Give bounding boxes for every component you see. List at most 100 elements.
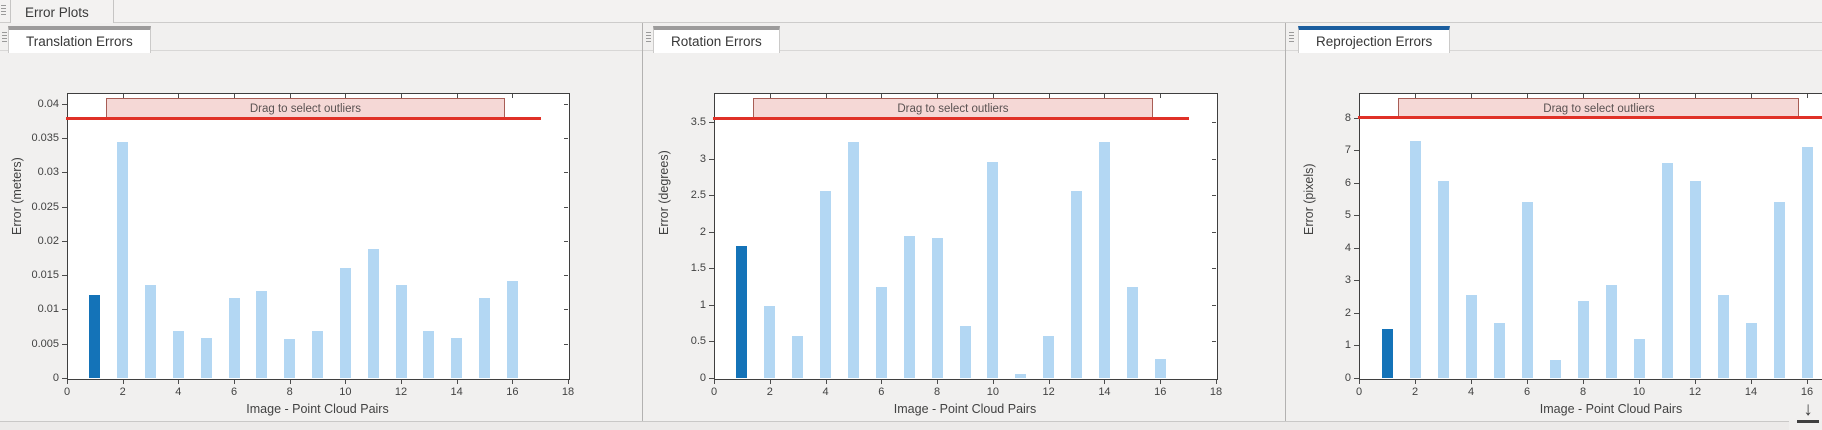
x-axis-tick-top [1527, 94, 1528, 98]
x-axis-label: Image - Point Cloud Pairs [246, 402, 389, 416]
x-tick-label: 2 [119, 386, 126, 398]
x-tick-label: 8 [1579, 386, 1587, 398]
error-bar[interactable] [451, 337, 463, 378]
tab-translation-errors[interactable]: Translation Errors [8, 26, 151, 53]
error-bar[interactable] [959, 326, 971, 378]
rotation-errors-figure: Drag to select outliers 0 2 4 6 8 10 12 14 16 18 0 0… [643, 52, 1285, 421]
error-bar[interactable] [1015, 373, 1027, 378]
y-axis-tick [1354, 345, 1359, 347]
error-bar[interactable] [1521, 202, 1533, 378]
error-bar[interactable] [1577, 300, 1589, 378]
error-bar[interactable] [1098, 141, 1110, 378]
error-bar[interactable] [506, 281, 518, 378]
error-bar[interactable] [1154, 359, 1166, 378]
tab-rotation-errors-label: Rotation Errors [671, 34, 762, 49]
error-bar[interactable] [256, 290, 268, 378]
x-axis-tick-top [289, 94, 291, 98]
y-axis-tick-right [1212, 122, 1216, 124]
x-tick-label: 6 [1523, 386, 1531, 398]
x-axis-tick-top [456, 94, 458, 98]
x-tick-label: 12 [394, 386, 408, 398]
drag-grip-icon[interactable] [1, 5, 6, 16]
error-bar-selected[interactable] [736, 246, 748, 378]
tab-reprojection-errors[interactable]: Reprojection Errors [1298, 26, 1451, 53]
threshold-line[interactable] [713, 116, 1189, 120]
error-bar[interactable] [820, 190, 832, 378]
y-tick-label: 1.5 [690, 262, 706, 275]
outlier-band[interactable]: Drag to select outliers [753, 98, 1153, 120]
threshold-line[interactable] [1358, 116, 1822, 120]
x-axis-tick-top [1471, 94, 1472, 98]
x-tick-label: 18 [561, 386, 575, 398]
error-bar[interactable] [931, 237, 943, 378]
error-bar[interactable] [1409, 140, 1421, 378]
error-bar-selected[interactable] [89, 295, 101, 378]
y-axis-tick [1354, 215, 1359, 217]
dock-figure-icon[interactable]: ↓ [1797, 397, 1819, 423]
error-bar[interactable] [312, 330, 323, 378]
error-bar[interactable] [792, 336, 804, 378]
error-bar[interactable] [1633, 338, 1645, 378]
error-bar[interactable] [1043, 336, 1055, 378]
error-bar[interactable] [903, 235, 915, 378]
x-tick-label: 4 [175, 386, 182, 398]
error-bar[interactable] [1605, 284, 1617, 378]
error-bar[interactable] [1493, 322, 1505, 378]
error-bar[interactable] [1465, 295, 1477, 378]
x-axis-tick [937, 380, 939, 384]
x-tick-label: 4 [1467, 386, 1475, 398]
y-axis-tick-right [1212, 231, 1216, 233]
y-axis-tick [709, 158, 714, 160]
y-axis-tick [62, 172, 67, 174]
plot-area[interactable] [1359, 93, 1822, 380]
error-bar[interactable] [367, 248, 379, 378]
error-bar[interactable] [339, 267, 351, 378]
error-bar[interactable] [172, 331, 184, 378]
x-axis-tick-top [234, 94, 235, 98]
error-bar[interactable] [1773, 202, 1785, 378]
y-axis-tick [1354, 378, 1359, 379]
error-bar[interactable] [847, 141, 859, 378]
error-bar[interactable] [479, 297, 490, 378]
error-bar[interactable] [1661, 162, 1673, 378]
threshold-line[interactable] [66, 116, 541, 120]
x-tick-label: 14 [1098, 386, 1111, 398]
x-axis-tick [568, 380, 569, 384]
error-bar[interactable] [200, 337, 212, 378]
y-tick-label: 3 [699, 152, 706, 165]
x-axis-tick [1471, 380, 1472, 384]
error-bar[interactable] [284, 338, 296, 378]
x-tick-label: 16 [506, 386, 519, 398]
x-axis-tick [1160, 380, 1162, 384]
x-tick-label: 12 [1688, 386, 1702, 398]
error-bar[interactable] [1745, 322, 1757, 378]
error-bar[interactable] [1717, 295, 1729, 378]
x-axis-tick [1048, 380, 1050, 384]
y-tick-label: 0.025 [31, 200, 59, 213]
error-bar[interactable] [1689, 181, 1701, 378]
error-bar[interactable] [1549, 360, 1561, 378]
error-bar[interactable] [987, 161, 999, 378]
error-bar[interactable] [1801, 147, 1813, 378]
error-bar[interactable] [764, 305, 776, 378]
error-bar[interactable] [395, 284, 407, 378]
error-bar[interactable] [228, 297, 240, 378]
y-axis-tick [709, 122, 714, 124]
error-bar[interactable] [145, 284, 156, 378]
error-bar[interactable] [423, 331, 435, 378]
error-bar[interactable] [117, 141, 129, 378]
error-bar-selected[interactable] [1381, 329, 1393, 378]
y-axis-tick-right [1212, 195, 1216, 197]
drag-grip-icon[interactable] [646, 32, 651, 43]
x-axis-label: Image - Point Cloud Pairs [893, 402, 1037, 416]
error-bar[interactable] [1437, 181, 1449, 378]
tab-rotation-errors[interactable]: Rotation Errors [653, 26, 780, 53]
drag-grip-icon[interactable] [2, 32, 7, 43]
x-axis-tick [881, 380, 883, 384]
error-bar[interactable] [1071, 190, 1083, 378]
tab-error-plots[interactable]: Error Plots [10, 0, 114, 24]
drag-grip-icon[interactable] [1289, 32, 1294, 43]
error-bar[interactable] [1126, 286, 1138, 378]
x-axis-tick-top [1807, 94, 1808, 98]
error-bar[interactable] [875, 286, 887, 378]
